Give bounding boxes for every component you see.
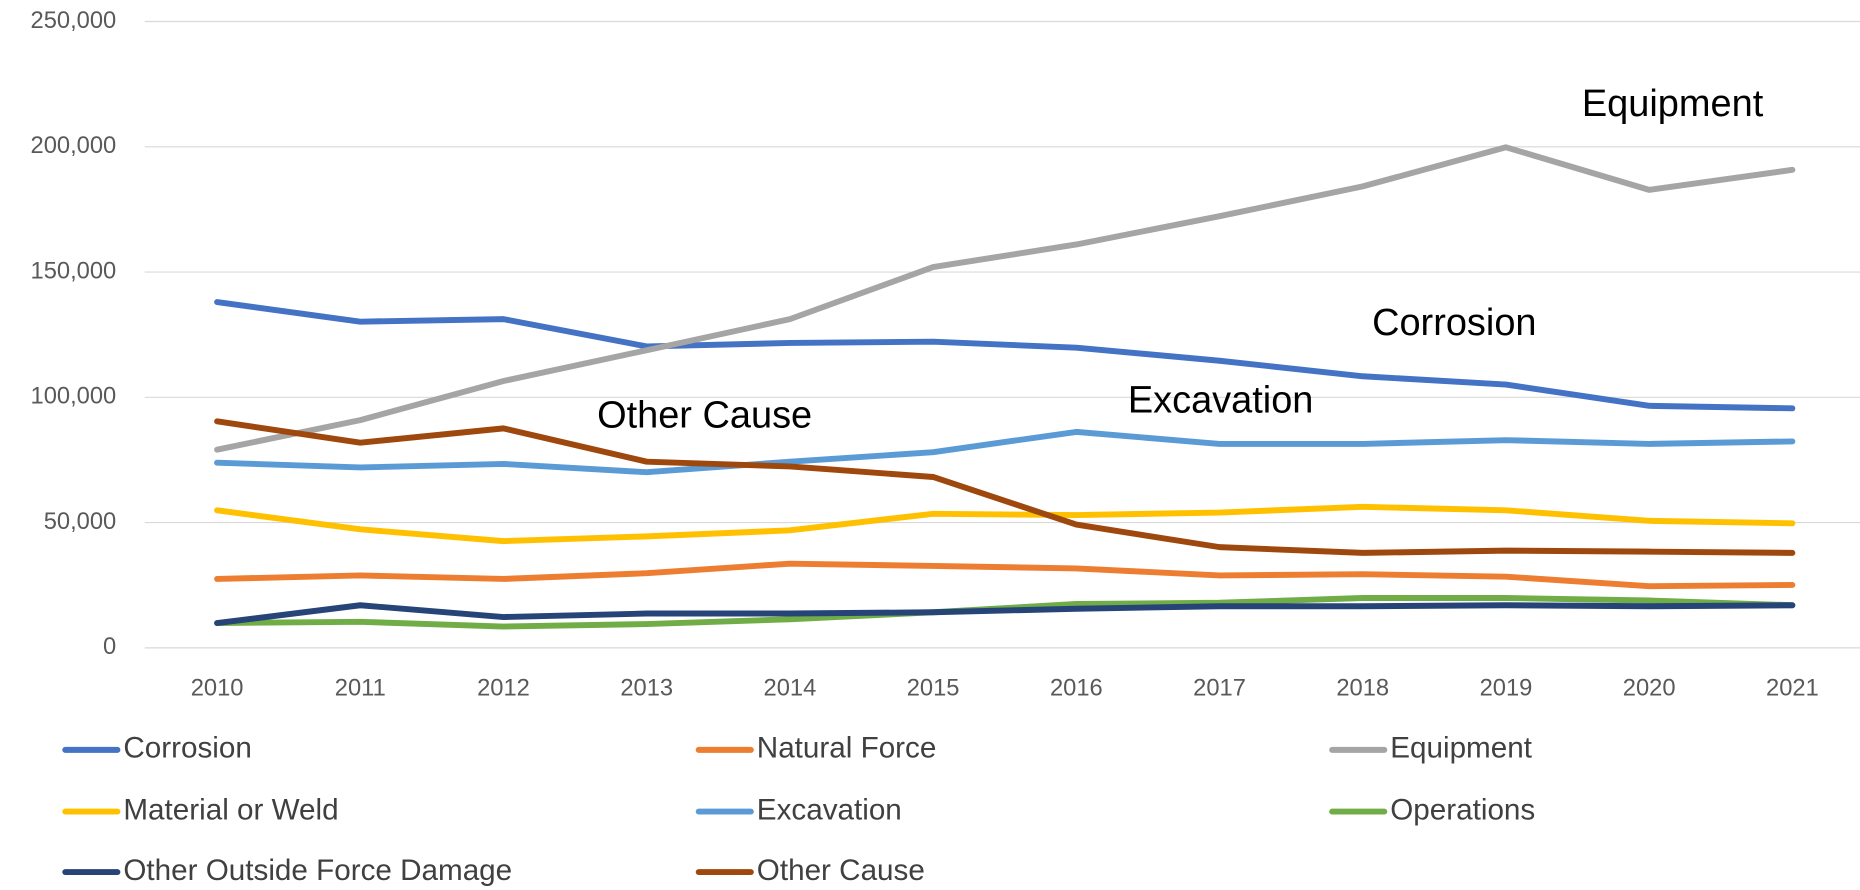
annotation: Equipment (1582, 83, 1764, 125)
legend-label: Other Cause (757, 854, 925, 887)
series-line (214, 299, 1796, 412)
legend-label: Natural Force (757, 732, 937, 765)
x-tick-label: 2012 (477, 676, 530, 702)
y-tick-label: 50,000 (44, 509, 117, 535)
annotation: Other Cause (597, 395, 812, 437)
annotation: Corrosion (1372, 302, 1536, 344)
y-tick-label: 200,000 (31, 133, 117, 159)
y-tick-label: 250,000 (31, 8, 117, 34)
y-tick-label: 150,000 (31, 258, 117, 284)
series-line (214, 560, 1796, 590)
x-tick-label: 2021 (1766, 676, 1819, 702)
x-tick-label: 2014 (764, 676, 817, 702)
x-tick-label: 2019 (1480, 676, 1533, 702)
legend-label: Operations (1390, 793, 1535, 826)
x-tick-label: 2013 (620, 676, 673, 702)
x-tick-label: 2016 (1050, 676, 1103, 702)
x-tick-label: 2015 (907, 676, 960, 702)
x-tick-label: 2018 (1336, 676, 1389, 702)
x-tick-label: 2017 (1193, 676, 1246, 702)
y-tick-label: 0 (103, 634, 116, 660)
x-tick-label: 2020 (1623, 676, 1676, 702)
series-line (214, 418, 1796, 556)
series-line (214, 602, 1796, 627)
annotation: Excavation (1128, 379, 1314, 421)
x-tick-label: 2011 (335, 676, 386, 702)
series-line (214, 144, 1796, 453)
x-tick-label: 2010 (191, 676, 244, 702)
legend-label: Equipment (1390, 732, 1532, 765)
legend-label: Corrosion (123, 732, 252, 765)
legend-label: Excavation (757, 793, 902, 826)
series-line (214, 503, 1796, 545)
y-tick-label: 100,000 (31, 384, 117, 410)
legend-label: Material or Weld (123, 793, 338, 826)
series-line (214, 428, 1796, 476)
legend-label: Other Outside Force Damage (123, 854, 512, 887)
